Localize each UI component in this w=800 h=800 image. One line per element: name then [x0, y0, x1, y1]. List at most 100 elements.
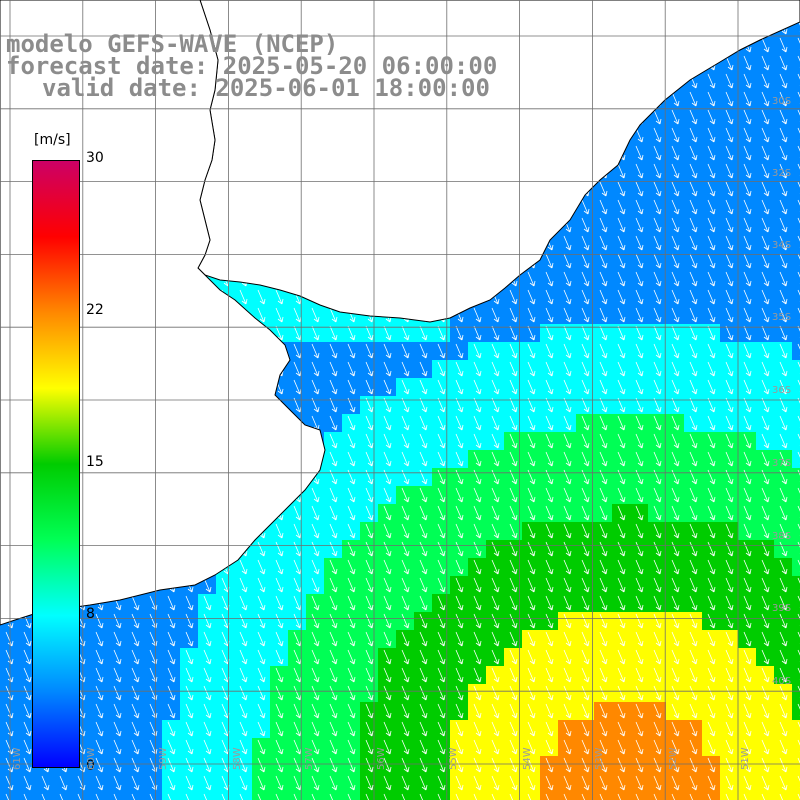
wind-cell [792, 324, 800, 342]
wind-cell [18, 792, 36, 800]
wind-cell [792, 18, 800, 36]
wind-cell [792, 162, 800, 180]
wind-cell [792, 684, 800, 702]
wind-cell [792, 378, 800, 396]
lon-label: 58W [232, 747, 243, 770]
wind-cell [378, 792, 396, 800]
lat-label: 32S [772, 168, 792, 179]
wind-cell [792, 648, 800, 666]
wind-cell [792, 270, 800, 288]
wind-cell [792, 342, 800, 360]
title-line-3: valid date: 2025-06-01 18:00:00 [42, 74, 490, 102]
wind-cell [162, 792, 180, 800]
wind-cell [792, 540, 800, 558]
wind-cell [792, 126, 800, 144]
lat-label: 36S [772, 385, 792, 396]
colorbar-tick-30: 30 [86, 150, 104, 166]
wind-cell [792, 90, 800, 108]
wind-cell [540, 792, 558, 800]
wind-cell [468, 792, 486, 800]
wind-cell [792, 396, 800, 414]
wind-cell [486, 792, 504, 800]
wind-cell [54, 792, 72, 800]
wind-cell [792, 144, 800, 162]
wind-cell [792, 576, 800, 594]
wind-cell [684, 792, 702, 800]
wind-cell [522, 792, 540, 800]
wind-cell [756, 792, 774, 800]
wind-cell [792, 594, 800, 612]
wind-cell [792, 774, 800, 792]
wind-cell [576, 792, 594, 800]
wind-cell [738, 792, 756, 800]
wind-cell [792, 504, 800, 522]
wind-cell [288, 792, 306, 800]
wind-cell [792, 198, 800, 216]
lon-label: 61W [12, 747, 23, 770]
wind-cell [720, 792, 738, 800]
wind-cell [0, 792, 18, 800]
lat-label: 30S [772, 96, 792, 107]
wind-cell [108, 792, 126, 800]
lon-label: 56W [376, 747, 387, 770]
wind-cell [594, 792, 612, 800]
wind-cell [396, 792, 414, 800]
lat-label: 39S [772, 603, 792, 614]
wind-cell [702, 792, 720, 800]
wind-cell [648, 792, 666, 800]
lon-label: 51W [740, 747, 751, 770]
wind-cell [342, 792, 360, 800]
wind-cell [792, 468, 800, 486]
wind-cell [792, 738, 800, 756]
wind-cell [792, 360, 800, 378]
wind-cell [558, 792, 576, 800]
wind-cell [792, 72, 800, 90]
lat-label: 34S [772, 240, 792, 251]
wind-cell [792, 450, 800, 468]
wind-cell [792, 432, 800, 450]
lat-label: 38S [772, 531, 792, 542]
wind-cell [792, 522, 800, 540]
wind-cell [792, 306, 800, 324]
wind-cell [792, 252, 800, 270]
wind-cell [234, 792, 252, 800]
wind-cell [36, 792, 54, 800]
wind-cell [90, 792, 108, 800]
wind-cell [198, 792, 216, 800]
lon-label: 59W [158, 747, 169, 770]
wind-cell [792, 630, 800, 648]
wind-cell [792, 486, 800, 504]
wind-cell [252, 792, 270, 800]
wind-cell [324, 792, 342, 800]
wind-cell [792, 558, 800, 576]
colorbar-tick-15: 15 [86, 454, 104, 470]
colorbar-tick-22: 22 [86, 302, 104, 318]
wind-cell [792, 666, 800, 684]
wind-cell [666, 792, 684, 800]
wind-cell [450, 792, 468, 800]
wind-cell [792, 288, 800, 306]
lon-label: 54W [522, 747, 533, 770]
wind-cell [180, 792, 198, 800]
wind-cell [270, 792, 288, 800]
wind-cell [792, 756, 800, 774]
wind-cell [792, 36, 800, 54]
wind-cell [792, 216, 800, 234]
wind-cell [144, 792, 162, 800]
wind-cell [126, 792, 144, 800]
colorbar-unit: [m/s] [34, 132, 71, 148]
lat-label: 37S [772, 458, 792, 469]
wind-cell [432, 792, 450, 800]
lat-label: 35S [772, 312, 792, 323]
wind-cell [72, 792, 90, 800]
wind-cell [792, 702, 800, 720]
wind-cell [792, 180, 800, 198]
lon-label: 55W [448, 747, 459, 770]
wind-cell [792, 720, 800, 738]
lon-label: 57W [304, 747, 315, 770]
wind-cell [774, 792, 792, 800]
colorbar-tick-8: 8 [86, 606, 95, 622]
wind-cell [216, 792, 234, 800]
lon-label: 53W [594, 747, 605, 770]
